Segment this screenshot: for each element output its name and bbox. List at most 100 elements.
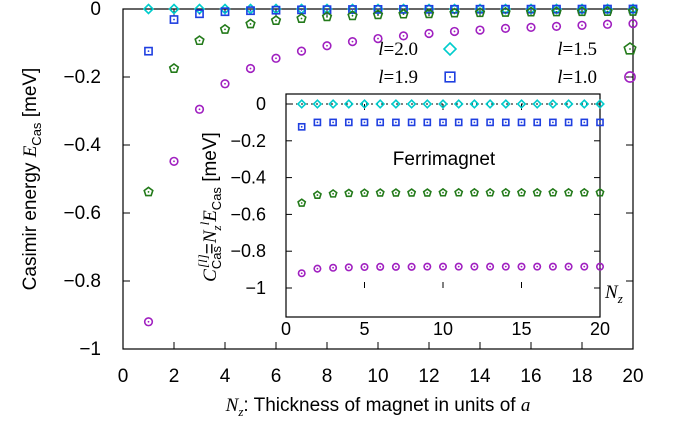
inset-y-tick-label: −0.8 [230,241,266,261]
inset-x-tick-label: 10 [433,319,453,339]
main-point-pentagon [296,13,307,23]
main-point-circle-dot [453,30,456,33]
inset-point-diamond [375,99,386,109]
inset-point-pentagon [375,188,385,197]
inset-point-diamond [516,99,527,109]
inset-point-pentagon-dot [457,191,460,194]
main-point-circle-dot [377,37,379,40]
inset-point-square [313,118,322,127]
main-point-square [195,9,204,19]
main-point-pentagon-dot [224,28,226,31]
main-data-points [142,3,639,327]
inset-point-square-dot [520,121,523,124]
inset-point-diamond [328,99,339,109]
inset-point-pentagon [391,188,401,197]
inset-point-square-dot [316,121,319,124]
main-y-tick-label: −0.4 [63,135,101,156]
inset-point-pentagon-dot [520,191,523,194]
inset-point-diamond [312,99,323,109]
main-point-pentagon [398,8,409,19]
main-point-pentagon-dot [326,15,328,18]
main-point-pentagon [347,10,358,21]
main-point-circle-dot [147,320,150,323]
main-point-pentagon-dot [147,191,150,193]
inset-point-square-dot [457,121,460,124]
inset-point-square [486,118,494,127]
x-axis-var: N [225,395,240,416]
main-point-circle-dot [300,50,303,53]
main-point-pentagon [449,7,460,18]
main-point-pentagon [474,7,486,18]
main-point-square-dot [224,10,226,13]
inset-point-pentagon [485,187,495,197]
main-point-pentagon [551,6,562,17]
inset-point-circle [329,263,338,272]
inset-point-diamond [438,99,448,109]
inset-y-tick-label: −0.4 [230,168,266,188]
inset-point-square [533,118,542,127]
inset-y-tick-label: −0.6 [230,204,266,224]
main-x-tick-label: 12 [418,366,439,387]
main-y-ticks: 0 −0.2 −0.4 −0.6 −0.8 −1 [63,0,633,360]
inset-point-circle-dot [426,265,429,268]
main-point-diamond [142,3,155,15]
main-point-square-dot [147,50,150,53]
main-point-square [348,5,357,14]
main-point-circle-dot [632,22,634,25]
inset-point-square-dot [489,121,491,124]
inset-point-pentagon [548,187,558,197]
main-point-square-dot [632,8,634,10]
main-x-tick-label: 18 [571,366,592,387]
inset-point-circle-dot [410,265,413,268]
inset-x-tick-label: 20 [590,319,610,339]
main-point-circle-dot [428,32,430,35]
main-point-circle-dot [606,23,609,26]
main-x-tick-label: 20 [622,366,643,387]
inset-point-pentagon [407,188,417,197]
inset-point-circle-dot [300,272,303,275]
main-point-pentagon-dot [606,10,609,13]
inset-point-diamond [296,99,307,109]
inset-point-diamond [343,99,354,109]
inset-point-square-dot [426,121,429,124]
inset-point-circle-dot [379,265,382,268]
inset-point-square-dot [395,121,397,124]
main-point-square [169,15,179,24]
inset-point-diamond [563,99,574,109]
inset-point-square-dot [504,121,507,124]
legend-marker-l15 [623,42,637,55]
main-point-square [144,46,153,56]
inset-point-circle [580,262,589,271]
y-axis-var-sub: Cas [29,122,44,146]
main-point-circle-dot [224,82,226,85]
inset-point-square-dot [599,121,601,124]
main-point-pentagon-dot [479,11,481,14]
main-point-pentagon-dot [581,10,583,13]
main-y-tick-label: 0 [90,0,101,20]
main-plot: 0 2 4 6 8 10 12 14 16 18 20 0 −0.2 −0.4 −0.6 −0.8 −1 Nz… [20,0,644,419]
inset-point-circle-dot [442,265,444,268]
main-point-circle [322,41,332,51]
inset-point-circle-dot [332,266,334,269]
inset-point-diamond [422,99,433,109]
main-point-square-dot [351,8,354,11]
main-point-diamond [168,3,180,15]
main-point-circle [526,22,536,32]
inset-point-circle [564,262,573,271]
legend-marker-square-dot [449,76,451,78]
inset-point-circle [595,262,605,271]
main-point-pentagon [627,5,639,16]
main-point-circle [373,33,383,44]
legend-label-l20: l=2.0 [378,39,418,60]
legend-label-l19: l=1.9 [378,67,418,88]
inset-point-diamond [359,99,370,109]
inset-point-square-dot [332,121,334,124]
main-point-circle-dot [530,26,532,29]
inset-point-pentagon [359,188,370,197]
inset-point-pentagon [516,187,527,197]
main-point-square-dot [581,8,583,11]
inset-data-points [296,99,605,278]
inset-point-pentagon [595,187,605,197]
inset-point-pentagon [532,187,542,197]
main-point-circle-dot [504,27,507,30]
